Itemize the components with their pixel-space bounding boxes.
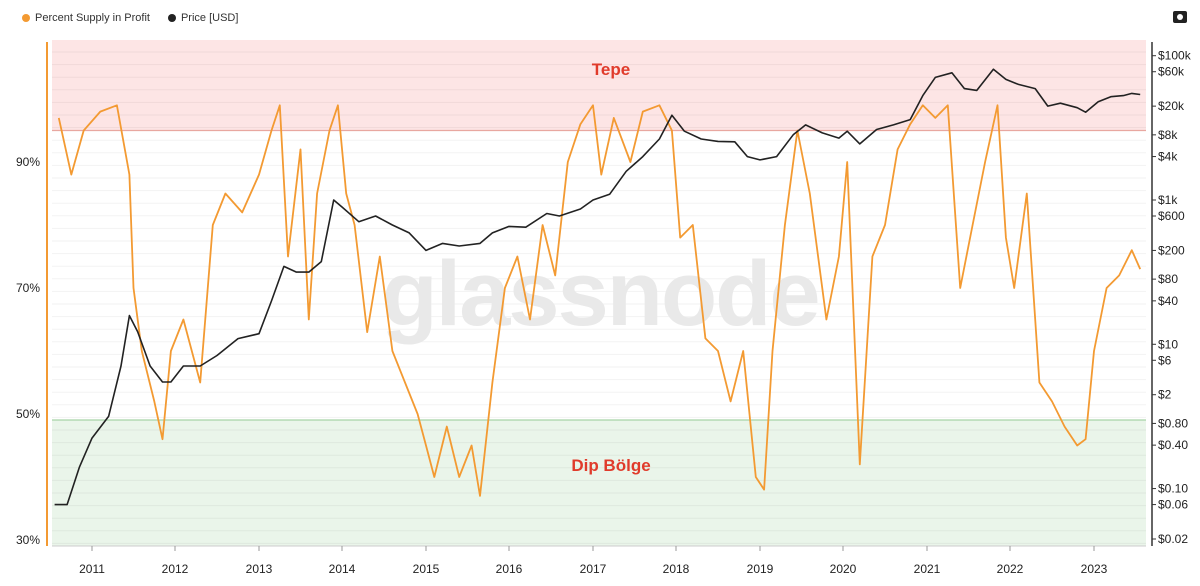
label-tepe: Tepe (592, 60, 630, 79)
supply-dot-icon (22, 14, 30, 22)
x-tick-label: 2015 (413, 562, 440, 576)
right-tick-label: $0.10 (1158, 482, 1188, 496)
zone-bands (52, 40, 1146, 546)
gridlines (52, 51, 1146, 544)
price-dot-icon (167, 14, 176, 22)
x-tick-label: 2016 (496, 562, 523, 576)
left-tick-label: 90% (16, 155, 40, 169)
left-tick-label: 70% (16, 281, 40, 295)
x-tick-label: 2018 (663, 562, 690, 576)
right-tick-label: $0.02 (1158, 532, 1188, 546)
right-tick-label: $0.06 (1158, 498, 1188, 512)
x-tick-label: 2011 (79, 562, 105, 576)
series-price-line (54, 68, 1141, 506)
x-tick-label: 2020 (830, 562, 857, 576)
camera-icon[interactable] (1173, 11, 1187, 23)
x-tick-label: 2012 (162, 562, 189, 576)
right-tick-label: $600 (1158, 209, 1185, 223)
right-tick-label: $40 (1158, 294, 1178, 308)
x-tick-label: 2013 (246, 562, 273, 576)
right-tick-label: $0.40 (1158, 438, 1188, 452)
right-tick-label: $10 (1158, 337, 1178, 351)
band-dip (52, 420, 1146, 546)
series-supply-line (57, 104, 1142, 497)
legend-label-supply: Percent Supply in Profit (35, 12, 150, 24)
right-tick-label: $200 (1158, 243, 1185, 257)
legend-label-price: Price [USD] (180, 12, 239, 24)
right-tick-label: $20k (1158, 99, 1185, 113)
band-tepe (52, 40, 1146, 131)
right-tick-label: $8k (1158, 128, 1178, 142)
x-tick-label: 2022 (997, 562, 1024, 576)
x-tick-label: 2014 (329, 562, 356, 576)
right-tick-label: $80 (1158, 272, 1178, 286)
right-tick-label: $2 (1158, 388, 1172, 402)
x-tick-label: 2017 (580, 562, 607, 576)
x-tick-label: 2023 (1081, 562, 1108, 576)
left-tick-label: 50% (16, 407, 40, 421)
right-tick-label: $4k (1158, 150, 1178, 164)
right-tick-label: $100k (1158, 49, 1192, 63)
right-tick-label: $0.80 (1158, 416, 1188, 430)
x-tick-label: 2021 (914, 562, 941, 576)
right-tick-label: $6 (1158, 353, 1172, 367)
left-tick-label: 30% (16, 533, 40, 547)
right-tick-label: $1k (1158, 193, 1178, 207)
legend-item-price[interactable]: Price [USD] (167, 12, 239, 24)
series-lines (54, 68, 1142, 506)
legend: Percent Supply in Profit Price [USD] (22, 12, 238, 24)
zone-labels: Tepe Dip Bölge (571, 60, 650, 475)
label-dip: Dip Bölge (571, 456, 650, 475)
legend-item-supply[interactable]: Percent Supply in Profit (22, 12, 150, 24)
right-tick-label: $60k (1158, 65, 1185, 79)
watermark: glassnode (381, 243, 818, 345)
x-tick-label: 2019 (747, 562, 774, 576)
axes: 90% 70% 50% 30% $100k $60k $20k $8k $4k $1k $600 $2… (16, 42, 1192, 576)
